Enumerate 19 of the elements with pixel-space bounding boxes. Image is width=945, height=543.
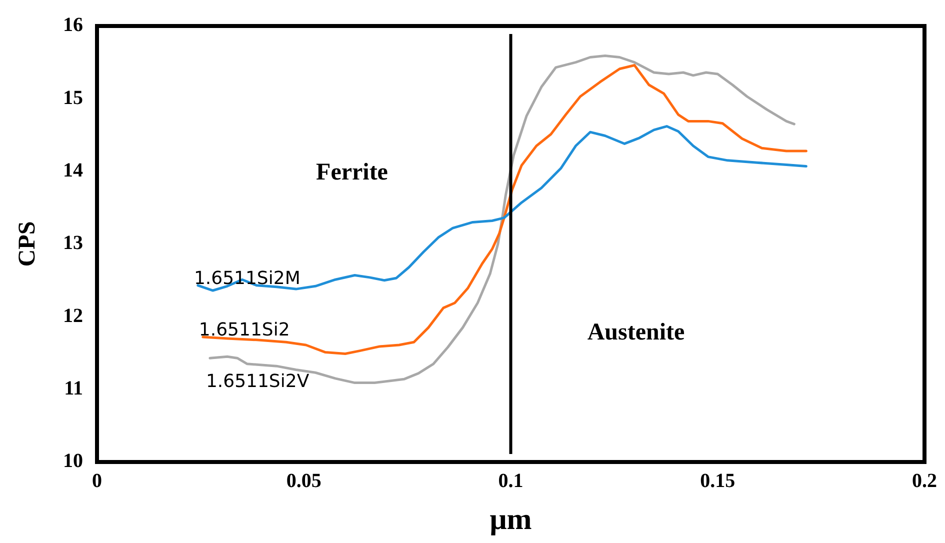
annotation: Ferrite [316, 160, 388, 186]
y-tick-label: 14 [63, 160, 83, 182]
x-tick-label: 0 [92, 470, 102, 492]
y-tick-label: 16 [63, 14, 83, 36]
series-label: 1.6511Si2 [198, 320, 290, 341]
series-label: 1.6511Si2V [206, 370, 310, 392]
x-tick-label: 0.15 [700, 470, 736, 492]
y-tick-label: 13 [63, 232, 83, 254]
annotation: Austenite [587, 320, 685, 346]
y-axis-title: CPS [14, 221, 41, 267]
y-tick-label: 10 [63, 450, 83, 472]
y-tick-label: 11 [64, 378, 83, 400]
x-tick-label: 0.05 [286, 470, 322, 492]
series-label: 1.6511Si2M [194, 268, 300, 290]
y-tick-label: 15 [63, 86, 83, 109]
x-tick-label: 0.2 [912, 470, 937, 492]
x-tick-label: 0.1 [498, 470, 524, 492]
x-axis-title: μm [490, 502, 532, 536]
y-tick-label: 12 [63, 304, 83, 327]
